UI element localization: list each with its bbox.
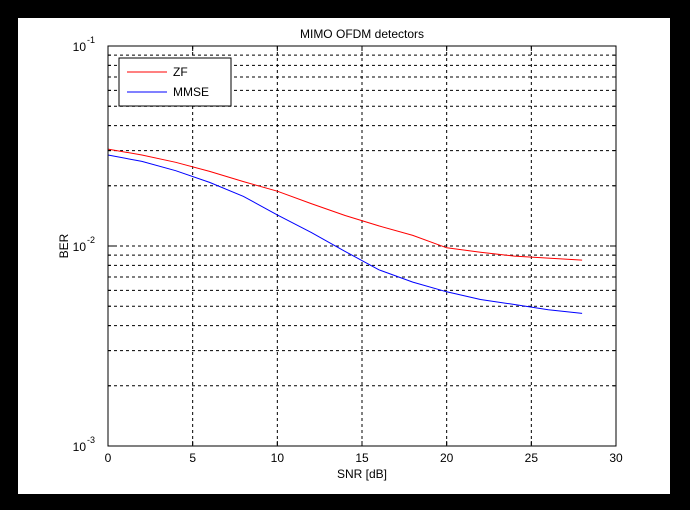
- series-line-zf: [107, 148, 583, 261]
- legend-box: [118, 57, 232, 107]
- y-tick-label-exponent: -1: [87, 35, 95, 45]
- x-tick-label: 10: [271, 451, 285, 465]
- y-tick-label-base: 10: [73, 440, 87, 454]
- x-tick-label: 5: [189, 451, 196, 465]
- x-tick-label: 15: [355, 451, 369, 465]
- x-tick-label: 0: [105, 451, 112, 465]
- series-line-mmse: [107, 154, 583, 314]
- legend-label-zf: ZF: [173, 65, 188, 79]
- grid-layer: [108, 46, 616, 446]
- y-axis-label: BER: [57, 233, 71, 258]
- y-tick-label-base: 10: [73, 240, 87, 254]
- x-tick-label: 25: [525, 451, 539, 465]
- y-tick-label-base: 10: [73, 40, 87, 54]
- y-tick-label-exponent: -3: [87, 435, 95, 445]
- series-layer: [107, 148, 583, 314]
- chart-title: MIMO OFDM detectors: [300, 27, 424, 41]
- figure-canvas: 0 5 10 15 20 25 30 10 -3 10 -2 10 -1 MIMO OFDM detec…: [18, 18, 670, 494]
- x-tick-label: 20: [440, 451, 454, 465]
- y-tick-label-exponent: -2: [87, 235, 95, 245]
- x-axis-label: SNR [dB]: [337, 467, 387, 481]
- legend-label-mmse: MMSE: [173, 85, 209, 99]
- legend: ZF MMSE: [118, 57, 232, 107]
- x-tick-label: 30: [609, 451, 623, 465]
